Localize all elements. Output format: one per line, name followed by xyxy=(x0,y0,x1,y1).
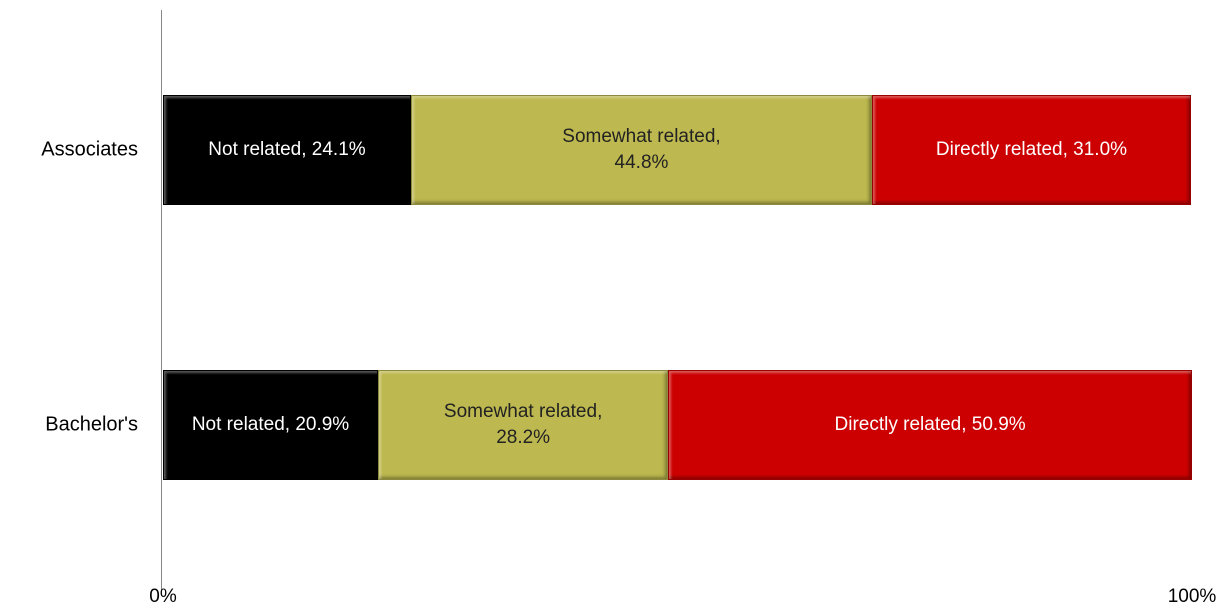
category-label: Bachelor's xyxy=(45,413,138,436)
bar-segment xyxy=(668,370,1192,480)
x-tick-label: 0% xyxy=(149,586,177,607)
bar-segment xyxy=(163,95,411,205)
bar-segment xyxy=(871,95,1191,205)
data-label: Directly related, 50.9% xyxy=(834,414,1026,435)
data-label: Not related, 20.9% xyxy=(191,414,350,435)
data-label: Directly related, 31.0% xyxy=(935,139,1128,160)
data-label: Somewhat related, 28.2% xyxy=(443,401,603,448)
x-tick-label: 100% xyxy=(1167,586,1217,607)
bar-segment xyxy=(378,370,669,480)
bar-segment xyxy=(163,370,379,480)
axis-line xyxy=(161,10,162,590)
bar-segment xyxy=(410,95,872,205)
category-label: Associates xyxy=(41,138,138,161)
data-label: Not related, 24.1% xyxy=(208,139,366,160)
data-label: Somewhat related, 44.8% xyxy=(562,126,721,173)
